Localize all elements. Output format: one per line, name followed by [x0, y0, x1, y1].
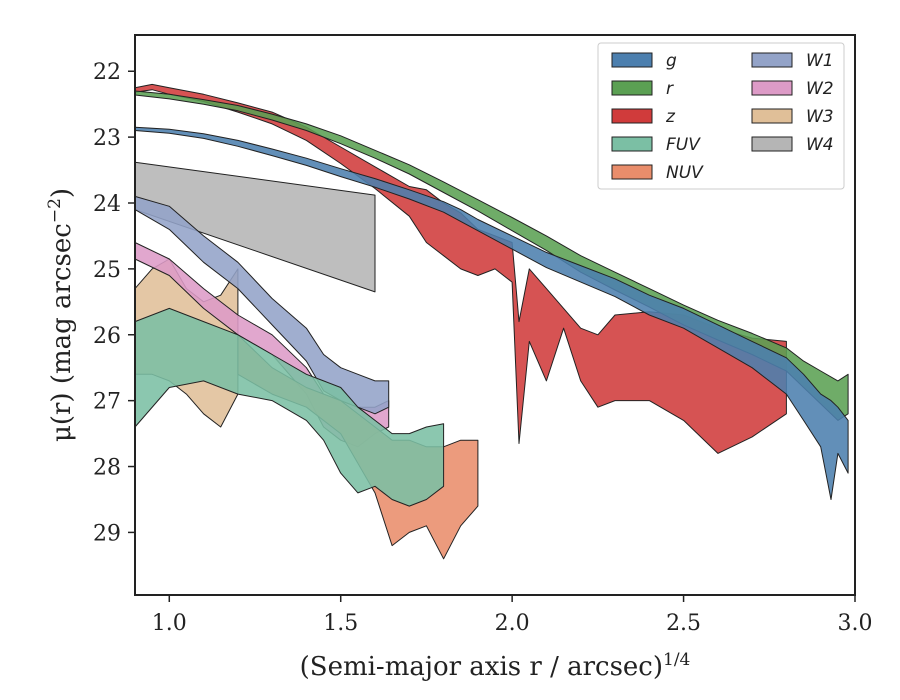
y-axis-title-close: )	[47, 188, 77, 198]
x-axis-ticks: 1.0 1.5 2.0 2.5 3.0	[152, 595, 873, 636]
x-axis-title-exponent: 1/4	[663, 650, 690, 670]
legend-swatch	[611, 164, 653, 180]
legend-entry-w2: W2	[751, 79, 834, 99]
legend-label: FUV	[666, 135, 701, 155]
legend-entry-z: z	[611, 107, 676, 127]
band-fuv	[134, 307, 445, 507]
y-tick-label: 27	[93, 390, 121, 415]
band-r	[134, 90, 849, 421]
legend-label: W3	[806, 107, 834, 127]
data-bands	[134, 83, 849, 560]
legend-entry-fuv: FUV	[611, 135, 701, 155]
y-axis-ticks: 22 23 24 25 26 27 28 29	[93, 60, 135, 546]
legend-frame	[597, 42, 845, 190]
legend-label: g	[666, 51, 677, 71]
band-g	[134, 126, 849, 500]
y-axis-title: μ(r) (mag arcsec−2)	[45, 188, 77, 442]
legend-entry-w1: W1	[751, 51, 834, 71]
plot-area-frame	[134, 34, 856, 596]
legend-swatch	[611, 52, 653, 68]
legend-label: W1	[806, 51, 834, 71]
legend-swatch	[751, 108, 793, 124]
legend-swatch	[611, 108, 653, 124]
y-tick-label: 25	[93, 258, 121, 283]
y-tick-label: 28	[93, 456, 121, 481]
x-axis-title-text: (Semi-major axis r / arcsec)	[300, 652, 663, 682]
legend-swatch	[611, 136, 653, 152]
legend-label: r	[666, 79, 674, 99]
y-axis-title-text: μ(r) (mag arcsec	[47, 223, 77, 442]
legend-entry-w3: W3	[751, 107, 834, 127]
band-z	[134, 83, 787, 454]
legend-label: z	[665, 107, 676, 127]
y-tick-label: 24	[93, 192, 121, 217]
legend-entry-w4: W4	[751, 135, 834, 155]
y-tick-label: 22	[93, 60, 121, 85]
y-tick-label: 29	[93, 521, 121, 546]
y-tick-label: 23	[93, 126, 121, 151]
y-axis-title-exponent: −2	[45, 198, 65, 223]
legend-entry-g: g	[611, 51, 677, 71]
legend-swatch	[751, 52, 793, 68]
legend-entries: grz FUV NUV W1 W2 W3 W4	[611, 51, 834, 183]
legend: grz FUV NUV W1 W2 W3 W4	[597, 42, 845, 190]
x-tick-label: 1.0	[152, 611, 187, 636]
legend-label: W2	[806, 79, 834, 99]
x-tick-label: 1.5	[323, 611, 358, 636]
legend-entry-r: r	[611, 79, 674, 99]
legend-swatch	[751, 136, 793, 152]
legend-label: NUV	[666, 163, 704, 183]
legend-swatch	[751, 80, 793, 96]
legend-entry-nuv: NUV	[611, 163, 704, 183]
y-tick-label: 26	[93, 324, 121, 349]
legend-label: W4	[806, 135, 834, 155]
x-tick-label: 2.0	[495, 611, 530, 636]
band-w1	[134, 195, 390, 415]
x-axis-title: (Semi-major axis r / arcsec)1/4	[300, 650, 691, 682]
x-tick-label: 3.0	[838, 611, 873, 636]
legend-swatch	[611, 80, 653, 96]
x-tick-label: 2.5	[666, 611, 701, 636]
